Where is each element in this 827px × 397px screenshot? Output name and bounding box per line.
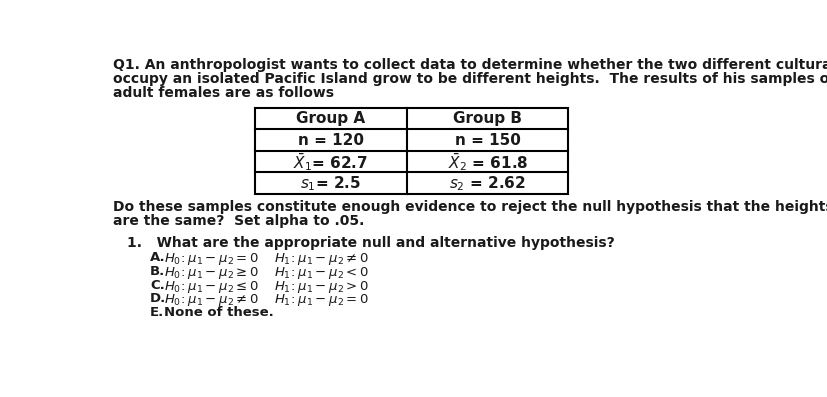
Bar bbox=[255, 108, 568, 194]
Text: $H_1\!:\mu_1-\mu_2>0$: $H_1\!:\mu_1-\mu_2>0$ bbox=[274, 279, 369, 295]
Text: $s_1$= 2.5: $s_1$= 2.5 bbox=[300, 174, 361, 193]
Text: C.: C. bbox=[150, 279, 165, 292]
Text: $s_2$ = 2.62: $s_2$ = 2.62 bbox=[449, 174, 526, 193]
Text: Group A: Group A bbox=[296, 111, 365, 126]
Text: Q1. An anthropologist wants to collect data to determine whether the two differe: Q1. An anthropologist wants to collect d… bbox=[112, 58, 827, 72]
Text: 1.   What are the appropriate null and alternative hypothesis?: 1. What are the appropriate null and alt… bbox=[127, 235, 614, 250]
Text: B.: B. bbox=[150, 265, 165, 278]
Text: are the same?  Set alpha to .05.: are the same? Set alpha to .05. bbox=[112, 214, 364, 228]
Text: $H_0\!:\mu_1-\mu_2=0$: $H_0\!:\mu_1-\mu_2=0$ bbox=[164, 251, 259, 267]
Text: None of these.: None of these. bbox=[164, 306, 274, 319]
Text: $H_0\!:\mu_1-\mu_2\leq 0$: $H_0\!:\mu_1-\mu_2\leq 0$ bbox=[164, 279, 259, 295]
Text: Group B: Group B bbox=[453, 111, 522, 126]
Text: E.: E. bbox=[150, 306, 164, 319]
Text: adult females are as follows: adult females are as follows bbox=[112, 86, 333, 100]
Text: D.: D. bbox=[150, 293, 166, 306]
Text: $\bar{X}_2$ = 61.8: $\bar{X}_2$ = 61.8 bbox=[447, 151, 528, 173]
Text: $H_0\!:\mu_1-\mu_2\geq 0$: $H_0\!:\mu_1-\mu_2\geq 0$ bbox=[164, 265, 259, 281]
Text: n = 120: n = 120 bbox=[298, 133, 364, 148]
Text: $H_1\!:\mu_1-\mu_2=0$: $H_1\!:\mu_1-\mu_2=0$ bbox=[274, 293, 369, 308]
Text: n = 150: n = 150 bbox=[454, 133, 520, 148]
Text: Do these samples constitute enough evidence to reject the null hypothesis that t: Do these samples constitute enough evide… bbox=[112, 200, 827, 214]
Text: occupy an isolated Pacific Island grow to be different heights.  The results of : occupy an isolated Pacific Island grow t… bbox=[112, 72, 827, 86]
Text: $\bar{X}_1$= 62.7: $\bar{X}_1$= 62.7 bbox=[293, 151, 368, 173]
Text: $H_0\!:\mu_1-\mu_2\neq 0$: $H_0\!:\mu_1-\mu_2\neq 0$ bbox=[164, 293, 259, 308]
Text: $H_1\!:\mu_1-\mu_2\neq 0$: $H_1\!:\mu_1-\mu_2\neq 0$ bbox=[274, 251, 369, 267]
Text: $H_1\!:\mu_1-\mu_2<0$: $H_1\!:\mu_1-\mu_2<0$ bbox=[274, 265, 369, 281]
Text: A.: A. bbox=[150, 251, 165, 264]
